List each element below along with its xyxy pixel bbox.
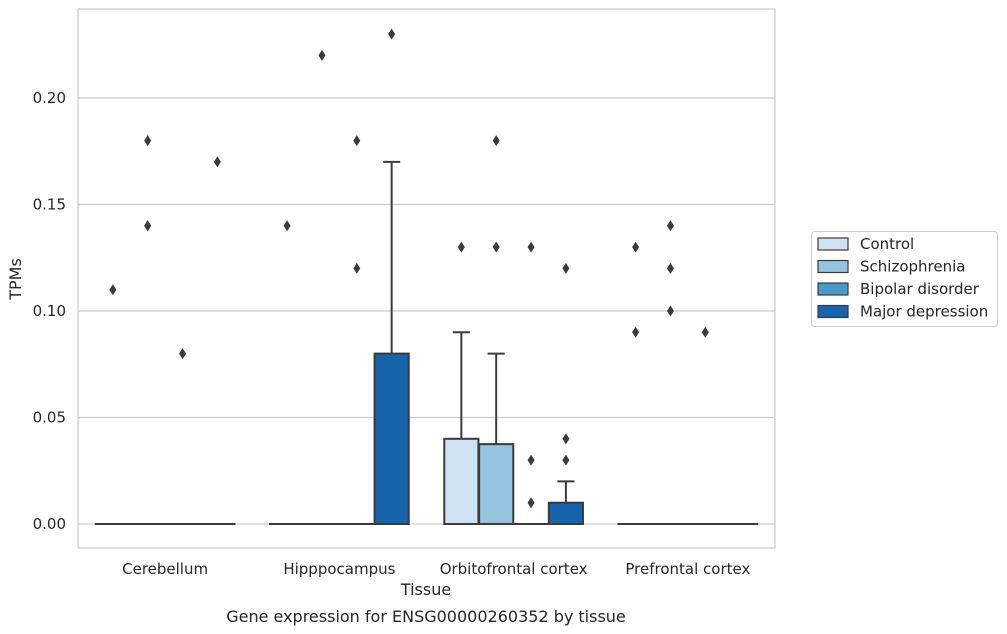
outlier-point (353, 262, 361, 274)
outlier-point (701, 326, 709, 338)
outlier-point (562, 262, 570, 274)
box-control (443, 241, 480, 525)
outlier-point (632, 326, 640, 338)
box (478, 443, 515, 525)
legend-swatch (817, 259, 849, 274)
outlier-point (179, 348, 187, 360)
x-tick-label: Prefrontal cortex (625, 560, 750, 578)
box-groups (94, 28, 759, 526)
outlier-point (353, 135, 361, 147)
outlier-point (527, 454, 535, 466)
legend-label: Major depression (860, 303, 988, 321)
outlier-point (388, 28, 396, 40)
box-control (617, 241, 654, 526)
legend-swatch (817, 304, 849, 319)
outlier-point (457, 241, 465, 253)
chart-caption: Gene expression for ENSG00000260352 by t… (226, 607, 626, 626)
box-major-depression (547, 262, 584, 526)
outlier-point (632, 241, 640, 253)
y-tick-label: 0.10 (33, 302, 66, 320)
legend-label: Control (860, 235, 914, 253)
y-tick-labels: 0.00 0.05 0.10 0.15 0.20 (33, 89, 66, 533)
outlier-point (109, 284, 117, 296)
outlier-point (527, 497, 535, 509)
box-schizophrenia (478, 135, 515, 525)
outlier-point (144, 220, 152, 232)
plot-frame (77, 8, 776, 549)
x-tick-label: Cerebellum (122, 560, 208, 578)
outlier-point (666, 220, 674, 232)
box-schizophrenia (129, 135, 166, 526)
x-axis-label: Tissue (400, 580, 451, 599)
outlier-point (527, 241, 535, 253)
box-bipolar-disorder (687, 326, 724, 526)
box (547, 501, 584, 526)
legend-swatch (817, 237, 849, 251)
box-major-depression (373, 28, 410, 525)
legend: Control Schizophrenia Bipolar disorder Majo… (811, 231, 998, 327)
outlier-point (144, 135, 152, 147)
box (443, 437, 480, 525)
box-schizophrenia (303, 49, 341, 526)
y-tick-label: 0.00 (33, 515, 66, 533)
outlier-point (492, 135, 500, 147)
y-axis-label: TPMs (6, 258, 25, 301)
box-bipolar-disorder (338, 135, 375, 526)
outlier-point (562, 454, 570, 466)
outlier-point (562, 433, 570, 445)
box-schizophrenia (652, 220, 689, 526)
legend-label: Bipolar disorder (860, 280, 980, 298)
x-tick-label: Hipppocampus (283, 560, 395, 578)
y-tick-label: 0.20 (33, 89, 66, 107)
box-control (94, 284, 131, 526)
y-tick-label: 0.05 (33, 409, 66, 427)
x-tick-label: Orbitofrontal cortex (440, 560, 588, 578)
box-major-depression (199, 156, 236, 526)
outlier-point (213, 156, 221, 168)
outlier-point (666, 262, 674, 274)
outlier-point (283, 220, 291, 232)
box-control (269, 220, 306, 526)
legend-swatch (817, 282, 849, 296)
outlier-point (666, 305, 674, 317)
outlier-point (492, 241, 500, 253)
legend-label: Schizophrenia (860, 258, 965, 276)
box-bipolar-disorder (512, 241, 550, 526)
box-bipolar-disorder (164, 348, 201, 526)
y-tick-label: 0.15 (33, 196, 66, 214)
outlier-point (318, 49, 326, 61)
legend-frame (811, 231, 998, 327)
box (373, 352, 410, 525)
x-tick-labels: Cerebellum Hipppocampus Orbitofrontal cort… (122, 560, 750, 578)
